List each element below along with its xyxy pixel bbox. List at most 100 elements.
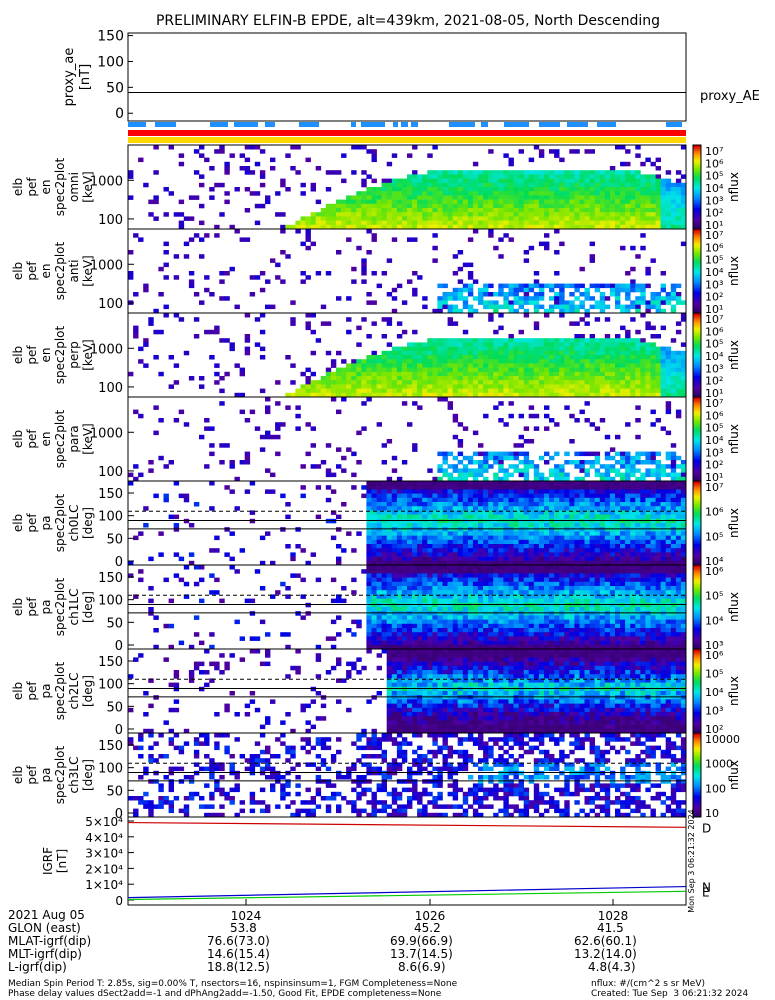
spectrogram-cell	[660, 544, 666, 549]
blue-status-segment	[351, 122, 356, 127]
spectrogram-cell	[665, 355, 672, 360]
spectrogram-cell	[630, 380, 636, 385]
spectrogram-cell	[351, 485, 357, 490]
spectrogram-cell	[650, 300, 656, 305]
spectrogram-cell	[346, 329, 352, 335]
spectrogram-cell	[599, 560, 606, 566]
spectrogram-cell	[224, 271, 230, 276]
spectrogram-cell	[290, 392, 296, 398]
spectrogram-cell	[330, 388, 337, 394]
spectrogram-cell	[407, 376, 413, 381]
spectrogram-cell	[594, 556, 601, 562]
spectrogram-cell	[625, 329, 631, 335]
colorbar-step	[693, 145, 701, 148]
spectrogram-cell	[285, 355, 291, 360]
spectrogram-cell	[559, 178, 565, 184]
spectrogram-cell	[620, 208, 626, 213]
spectrogram-cell	[447, 182, 453, 188]
spectrogram-cell	[625, 170, 631, 175]
spectrogram-cell	[554, 392, 560, 398]
spectrogram-cell	[366, 388, 372, 394]
spectrogram-cell	[650, 481, 656, 486]
colorbar-step	[693, 520, 701, 524]
colorbar-step	[693, 306, 701, 310]
spectrogram-cell	[193, 632, 200, 637]
spectrogram-cell	[254, 161, 261, 167]
spectrogram-cell	[275, 451, 281, 457]
spectrogram-cell	[584, 380, 590, 385]
spectrogram-cell	[625, 556, 631, 562]
spectrogram-cell	[569, 523, 575, 528]
spectrogram-cell	[407, 539, 413, 545]
spectrogram-cell	[594, 426, 601, 431]
spectrogram-cell	[417, 216, 423, 221]
spectrogram-cell	[422, 195, 428, 200]
spectrogram-cell	[391, 510, 398, 515]
spectrogram-ylabel: ch0LC	[67, 505, 81, 542]
spectrogram-cell	[594, 195, 601, 200]
spectrogram-cell	[599, 497, 606, 503]
spectrogram-cell	[574, 560, 580, 566]
spectrogram-cell	[559, 187, 565, 192]
spectrogram-cell	[209, 355, 215, 360]
spectrogram-cell	[544, 544, 550, 549]
spectrogram-cell	[615, 208, 621, 213]
spectrogram-cell	[609, 384, 616, 389]
spectrogram-cell	[447, 296, 453, 301]
colorbar-step	[693, 287, 701, 291]
spectrogram-cell	[533, 308, 540, 314]
spectrogram-cell	[559, 195, 565, 200]
spectrogram-cell	[569, 203, 575, 209]
spectrogram-cell	[483, 514, 489, 520]
spectrogram-cell	[650, 212, 656, 217]
spectrogram-cell	[341, 199, 347, 205]
spectrogram-cell	[412, 359, 418, 364]
spectrogram-cell	[386, 224, 393, 230]
spectrogram-cell	[412, 615, 418, 620]
spectrogram-cell	[594, 304, 601, 310]
spectrogram-cell	[386, 187, 393, 192]
spectrogram-cell	[290, 166, 296, 171]
spectrogram-cell	[533, 208, 540, 213]
spectrogram-cell	[432, 481, 438, 486]
spectrogram-cell	[625, 422, 631, 427]
spectrogram-cell	[376, 573, 382, 578]
spectrogram-cell	[670, 460, 677, 465]
spectrogram-cell	[442, 523, 448, 528]
spectrogram-cell	[630, 544, 636, 549]
spectrogram-cell	[427, 560, 433, 566]
spectrogram-cell	[574, 208, 580, 213]
spectrogram-cell	[675, 506, 682, 511]
spectrogram-cell	[574, 342, 580, 347]
spectrogram-cell	[417, 203, 423, 209]
spectrogram-cell	[549, 174, 555, 179]
colorbar-step	[693, 466, 701, 469]
spectrogram-cell	[483, 485, 489, 490]
spectrogram-cell	[538, 216, 545, 221]
spectrogram-cell	[533, 346, 540, 352]
spectrogram-cell	[366, 590, 372, 595]
spectrogram-cell	[498, 476, 504, 482]
spectrogram-cell	[488, 367, 494, 373]
spectrogram-cell	[417, 628, 423, 633]
spectrogram-cell	[599, 224, 606, 230]
spectrogram-cell	[178, 220, 185, 226]
spectrogram-cell	[503, 304, 509, 310]
spectrogram-cell	[569, 149, 575, 154]
spectrogram-cell	[178, 409, 185, 415]
spectrogram-cell	[599, 208, 606, 213]
spectrogram-cell	[427, 203, 433, 209]
spectrogram-cell	[523, 224, 530, 230]
spectrogram-cell	[589, 392, 595, 398]
spectrogram-cell	[518, 388, 524, 394]
spectrogram-cell	[422, 392, 428, 398]
spectrogram-cell	[620, 539, 626, 545]
spectrogram-cell	[650, 367, 656, 373]
spectrogram-cell	[386, 439, 393, 444]
spectrogram-cell	[625, 161, 631, 167]
spectrogram-cell	[336, 199, 342, 205]
spectrogram-cell	[386, 317, 393, 322]
spectrogram-cell	[401, 640, 408, 646]
spectrogram-cell	[422, 384, 428, 389]
spectrogram-cell	[412, 342, 418, 347]
